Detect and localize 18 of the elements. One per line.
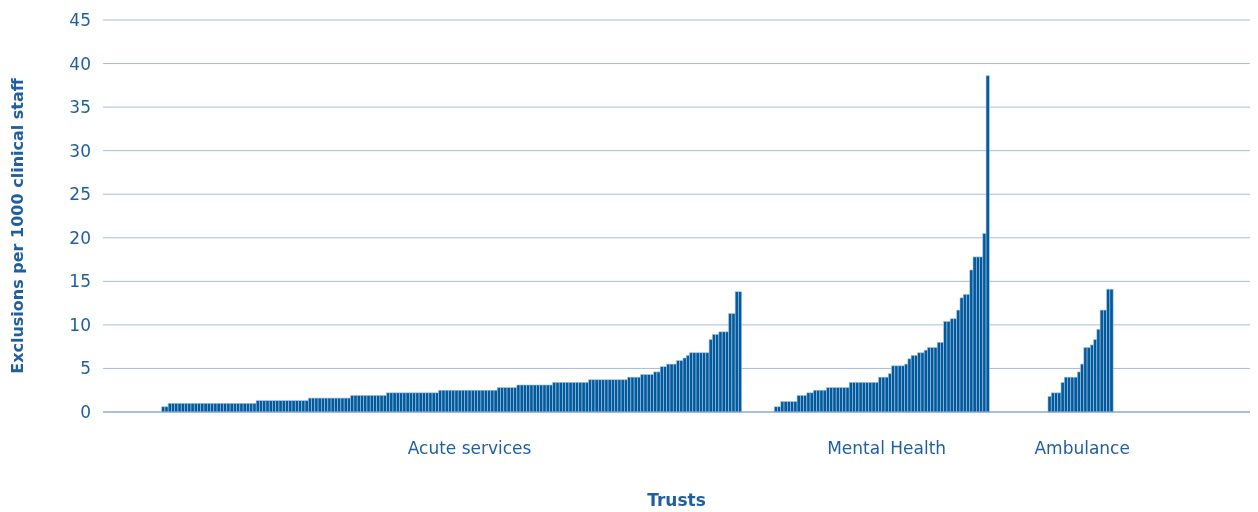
bar (972, 256, 977, 413)
x-tick-label: Ambulance (1034, 438, 1130, 458)
x-tick-label: Acute services (407, 438, 532, 458)
y-tick-label: 45 (69, 9, 91, 30)
y-tick-label: 10 (69, 314, 91, 335)
bar (1047, 396, 1052, 413)
y-tick-label: 5 (80, 358, 91, 379)
y-tick-label: 30 (69, 140, 91, 161)
y-tick-label: 0 (80, 401, 91, 422)
y-axis-title: Exclusions per 1000 clinical staff (8, 77, 27, 374)
bar (796, 395, 801, 413)
x-axis-title: Trusts (647, 490, 706, 510)
y-tick-label: 20 (69, 227, 91, 248)
y-tick-label: 15 (69, 271, 91, 292)
y-tick-label: 40 (69, 53, 91, 74)
y-tick-label: 25 (69, 184, 91, 205)
y-tick-label: 35 (69, 97, 91, 118)
x-tick-label: Mental Health (827, 438, 947, 458)
